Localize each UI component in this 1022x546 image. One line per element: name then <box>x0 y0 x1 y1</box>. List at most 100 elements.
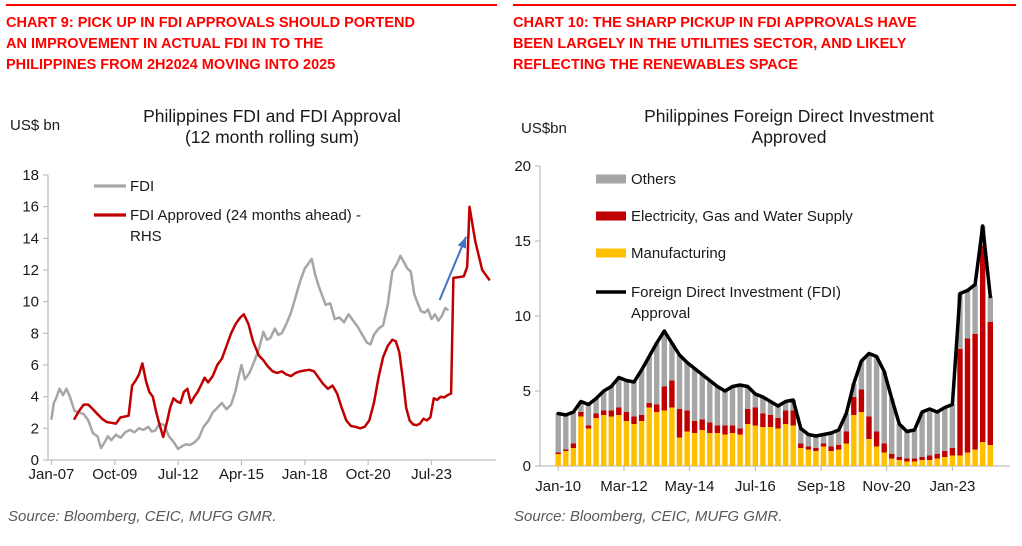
bar-segment-manufacturing <box>601 415 607 466</box>
bar-segment-others <box>896 424 902 457</box>
bar-segment-manufacturing <box>729 433 736 466</box>
y-tick-label: 12 <box>22 262 39 279</box>
bar-segment-manufacturing <box>896 460 902 466</box>
bar-segment-others <box>836 430 842 445</box>
bar-segment-manufacturing <box>608 416 614 466</box>
x-tick-label: Jan-07 <box>29 466 75 483</box>
bar-segment-electricity-gas-and-water-supply <box>851 397 857 415</box>
bar-segment-others <box>828 433 834 447</box>
chart10-header-rule <box>513 4 1016 6</box>
bar-segment-others <box>752 394 758 408</box>
y-tick-label: 16 <box>22 199 39 216</box>
bar-segment-others <box>722 391 728 426</box>
bar-segment-electricity-gas-and-water-supply <box>691 421 698 433</box>
bar-segment-manufacturing <box>691 433 698 466</box>
y-tick-label: 14 <box>22 230 39 247</box>
bar-segment-electricity-gas-and-water-supply <box>934 454 940 459</box>
bar-segment-electricity-gas-and-water-supply <box>707 422 713 433</box>
bar-segment-others <box>782 401 789 411</box>
bar-segment-manufacturing <box>676 437 683 466</box>
bar-segment-manufacturing <box>873 446 880 466</box>
bar-segment-others <box>775 406 781 418</box>
bar-segment-manufacturing <box>843 443 849 466</box>
bar-segment-manufacturing <box>714 433 721 466</box>
bar-segment-manufacturing <box>646 407 652 466</box>
bar-segment-manufacturing <box>942 457 948 466</box>
legend-label-fdi: FDI <box>130 178 154 195</box>
bar-segment-electricity-gas-and-water-supply <box>616 407 622 415</box>
bar-segment-others <box>949 404 956 448</box>
y-tick-label: 0 <box>523 458 531 475</box>
y-axis-unit-label: US$bn <box>521 120 567 137</box>
bar-segment-manufacturing <box>851 415 857 466</box>
bar-segment-others <box>926 409 933 456</box>
chart10-header: CHART 10: THE SHARP PICKUP IN FDI APPROV… <box>513 13 917 76</box>
bar-segment-electricity-gas-and-water-supply <box>911 458 918 462</box>
bar-segment-manufacturing <box>889 458 895 466</box>
bar-segment-electricity-gas-and-water-supply <box>631 416 637 424</box>
legend-label-electricity-gas-and-water-supply: Electricity, Gas and Water Supply <box>631 208 853 225</box>
bar-segment-electricity-gas-and-water-supply <box>601 410 607 415</box>
bar-segment-electricity-gas-and-water-supply <box>790 410 796 426</box>
bar-segment-manufacturing <box>911 461 918 466</box>
bar-segment-manufacturing <box>805 449 812 466</box>
bar-segment-electricity-gas-and-water-supply <box>949 448 956 456</box>
bar-segment-manufacturing <box>555 454 561 466</box>
series-line-foreign-direct-investment-fdi-approval <box>556 224 993 438</box>
chart-subtitle: Approved <box>752 127 827 147</box>
bar-segment-others <box>866 353 872 417</box>
bar-segment-manufacturing <box>578 416 584 466</box>
fdi-and-fdi-approval-line-chart: Philippines FDI and FDI Approval(12 mont… <box>10 106 496 483</box>
legend-label-others: Others <box>631 171 676 188</box>
bar-segment-others <box>691 368 698 421</box>
legend-label-foreign-direct-investment-fdi-approval: Approval <box>631 305 690 322</box>
legend-label-foreign-direct-investment-fdi-approval: Foreign Direct Investment (FDI) <box>631 284 841 301</box>
bar-segment-manufacturing <box>684 431 690 466</box>
x-tick-label: Nov-20 <box>862 478 910 495</box>
bar-segment-electricity-gas-and-water-supply <box>972 334 978 450</box>
x-tick-label: Jul-23 <box>411 466 452 483</box>
bar-segment-electricity-gas-and-water-supply <box>646 403 652 408</box>
legend-label-fdi-approved-24-months-ahead-rhs: FDI Approved (24 months ahead) - <box>130 207 361 224</box>
bar-segment-electricity-gas-and-water-supply <box>593 413 599 418</box>
bar-segment-electricity-gas-and-water-supply <box>942 451 948 457</box>
chart-title: Philippines FDI and FDI Approval <box>143 106 401 126</box>
bar-segment-manufacturing <box>669 407 675 466</box>
bar-segment-electricity-gas-and-water-supply <box>669 380 675 408</box>
bar-segment-others <box>745 386 751 409</box>
x-tick-label: Jul-16 <box>735 478 776 495</box>
bar-segment-others <box>972 284 978 334</box>
bar-segment-manufacturing <box>980 442 986 466</box>
bar-segment-manufacturing <box>836 449 842 466</box>
bar-segment-electricity-gas-and-water-supply <box>889 454 895 459</box>
bar-segment-electricity-gas-and-water-supply <box>623 412 630 421</box>
bar-segment-manufacturing <box>631 424 637 466</box>
bar-segment-others <box>714 386 721 426</box>
bar-segment-others <box>881 371 887 444</box>
bar-segment-manufacturing <box>949 455 956 466</box>
bar-segment-electricity-gas-and-water-supply <box>904 458 910 462</box>
bar-segment-others <box>570 412 577 444</box>
y-axis-unit-label: US$ bn <box>10 117 60 134</box>
bar-segment-others <box>873 356 880 432</box>
bar-segment-manufacturing <box>593 418 599 466</box>
bar-segment-others <box>813 436 819 448</box>
bar-segment-manufacturing <box>987 445 993 466</box>
bar-segment-others <box>699 374 705 420</box>
bar-segment-electricity-gas-and-water-supply <box>873 431 880 447</box>
bar-segment-electricity-gas-and-water-supply <box>926 455 933 460</box>
y-tick-label: 4 <box>31 389 39 406</box>
bar-segment-electricity-gas-and-water-supply <box>820 443 827 447</box>
y-tick-label: 10 <box>22 294 39 311</box>
bar-segment-manufacturing <box>745 424 751 466</box>
bar-segment-electricity-gas-and-water-supply <box>813 448 819 451</box>
bar-segment-manufacturing <box>752 425 758 466</box>
bar-segment-electricity-gas-and-water-supply <box>555 452 561 454</box>
chart9-header: CHART 9: PICK UP IN FDI APPROVALS SHOULD… <box>6 13 415 76</box>
bar-segment-manufacturing <box>934 458 940 466</box>
bar-segment-others <box>964 290 971 339</box>
bar-segment-electricity-gas-and-water-supply <box>980 245 986 442</box>
bar-segment-electricity-gas-and-water-supply <box>654 404 660 412</box>
bar-segment-others <box>646 356 652 403</box>
